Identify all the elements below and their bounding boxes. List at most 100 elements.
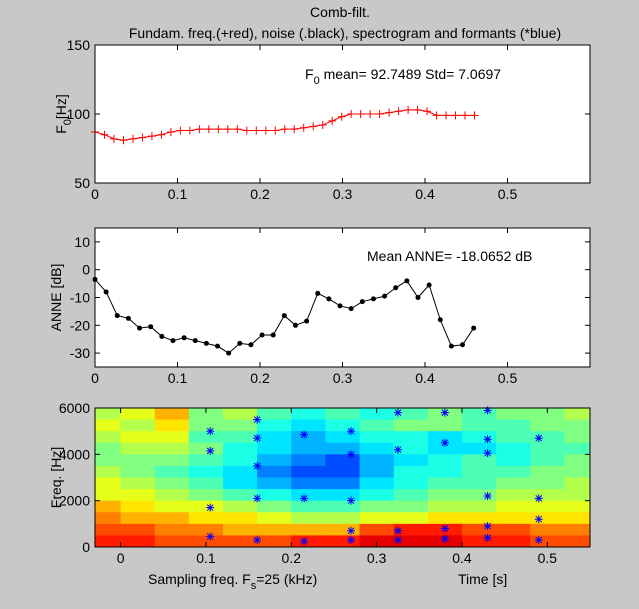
dot-marker bbox=[359, 299, 365, 305]
spectrogram-cell bbox=[325, 442, 361, 455]
spectrogram-cell bbox=[461, 500, 497, 513]
annotation-part: F bbox=[305, 66, 314, 82]
spectrogram-cell bbox=[461, 419, 497, 432]
spectrogram-cell bbox=[427, 454, 463, 467]
plus-marker bbox=[138, 133, 147, 142]
plus-marker bbox=[375, 110, 384, 118]
y-tick-label: 100 bbox=[67, 106, 91, 122]
spectrogram-cell bbox=[188, 512, 224, 525]
x-tick-label: 0.4 bbox=[415, 186, 435, 202]
formant-star bbox=[393, 408, 402, 417]
spectrogram-cell bbox=[359, 523, 395, 536]
spectrogram-cell bbox=[461, 489, 497, 502]
spectrogram-cell bbox=[223, 419, 258, 432]
x-tick-label: 0.3 bbox=[333, 186, 353, 202]
plus-marker bbox=[204, 125, 213, 134]
spectrogram-cell bbox=[188, 477, 224, 490]
spectrogram-cell bbox=[291, 489, 326, 502]
spectrogram-cell bbox=[461, 523, 497, 536]
formant-star bbox=[347, 496, 356, 505]
spectrogram-cell bbox=[291, 523, 326, 536]
spectrogram-cell bbox=[427, 442, 463, 455]
y-tick-label: -30 bbox=[70, 345, 90, 361]
spectrogram-cell bbox=[291, 465, 326, 478]
dot-marker bbox=[281, 313, 287, 319]
y-tick-label: 0 bbox=[82, 262, 90, 278]
spectrogram-cell bbox=[325, 454, 361, 467]
plus-marker bbox=[356, 110, 365, 118]
spectrogram-cell bbox=[530, 442, 565, 455]
spectrogram-cell bbox=[564, 465, 590, 478]
y-tick-label: 2000 bbox=[59, 493, 90, 509]
spectrogram-cell bbox=[223, 535, 258, 547]
formant-star bbox=[347, 427, 356, 436]
spectrogram-cell bbox=[427, 477, 463, 490]
spectrogram-cell bbox=[564, 408, 590, 421]
plus-marker bbox=[432, 111, 441, 120]
annotation: Mean ANNE= -18.0652 dB bbox=[367, 248, 532, 264]
formant-star bbox=[253, 461, 262, 470]
spectrogram-cell bbox=[496, 465, 531, 478]
spectrogram-cell bbox=[530, 535, 565, 547]
x-tick-label: 0 bbox=[91, 186, 99, 202]
spectrogram-cell bbox=[530, 431, 565, 444]
spectrogram-cell bbox=[564, 535, 590, 547]
y-axis-label: F0[Hz] bbox=[53, 94, 74, 134]
spectrogram-cell bbox=[325, 535, 361, 547]
plus-marker bbox=[366, 110, 375, 118]
plus-marker bbox=[242, 126, 251, 135]
spectrogram-cell bbox=[120, 465, 156, 478]
plus-marker bbox=[261, 126, 270, 135]
plus-marker bbox=[299, 123, 308, 132]
spectrogram-cell bbox=[325, 477, 361, 490]
formant-star bbox=[440, 438, 449, 447]
spectrogram-cell bbox=[223, 465, 258, 478]
formant-star bbox=[483, 522, 492, 531]
dot-marker bbox=[337, 303, 343, 309]
x-axis-label-part: Sampling freq. F bbox=[148, 571, 251, 587]
spectrogram-cell bbox=[291, 512, 326, 525]
spectrogram-cell bbox=[120, 477, 156, 490]
spectrogram-cell bbox=[427, 500, 463, 513]
spectrogram-cell bbox=[188, 431, 224, 444]
plus-marker bbox=[280, 125, 289, 134]
spectrogram-cell bbox=[564, 489, 590, 502]
spectrogram bbox=[95, 408, 590, 547]
spectrogram-cell bbox=[257, 442, 292, 455]
dot-marker bbox=[437, 317, 443, 323]
spectrogram-cell bbox=[95, 454, 122, 467]
spectrogram-cell bbox=[291, 454, 326, 467]
formant-star bbox=[347, 450, 356, 459]
plus-marker bbox=[404, 105, 413, 114]
plus-marker bbox=[195, 125, 204, 134]
formant-star bbox=[483, 435, 492, 444]
plus-marker bbox=[470, 111, 479, 120]
spectrogram-cell bbox=[427, 419, 463, 432]
spectrogram-cell bbox=[188, 465, 224, 478]
formant-star bbox=[347, 536, 356, 545]
x-tick-label: 0.2 bbox=[250, 186, 270, 202]
spectrogram-cell bbox=[564, 523, 590, 536]
plus-marker bbox=[451, 111, 460, 120]
spectrogram-cell bbox=[461, 477, 497, 490]
dot-marker bbox=[448, 343, 454, 349]
spectrogram-cell bbox=[564, 477, 590, 490]
spectrogram-cell bbox=[530, 489, 565, 502]
spectrogram-cell bbox=[257, 535, 292, 547]
spectrogram-cell bbox=[95, 535, 122, 547]
plus-marker bbox=[347, 110, 356, 118]
y-tick-label: -20 bbox=[70, 317, 90, 333]
spectrogram-cell bbox=[291, 442, 326, 455]
spectrogram-cell bbox=[325, 500, 361, 513]
spectrogram-cell bbox=[393, 512, 429, 525]
spectrogram-cell bbox=[359, 419, 395, 432]
spectrogram-cell bbox=[257, 489, 292, 502]
spectrogram-cell bbox=[564, 431, 590, 444]
spectrogram-cell bbox=[188, 454, 224, 467]
spectrogram-cell bbox=[564, 500, 590, 513]
formant-star bbox=[393, 445, 402, 454]
spectrogram-cell bbox=[461, 465, 497, 478]
spectrogram-cell bbox=[95, 477, 122, 490]
spectrogram-cell bbox=[496, 408, 531, 421]
spectrogram-cell bbox=[461, 431, 497, 444]
